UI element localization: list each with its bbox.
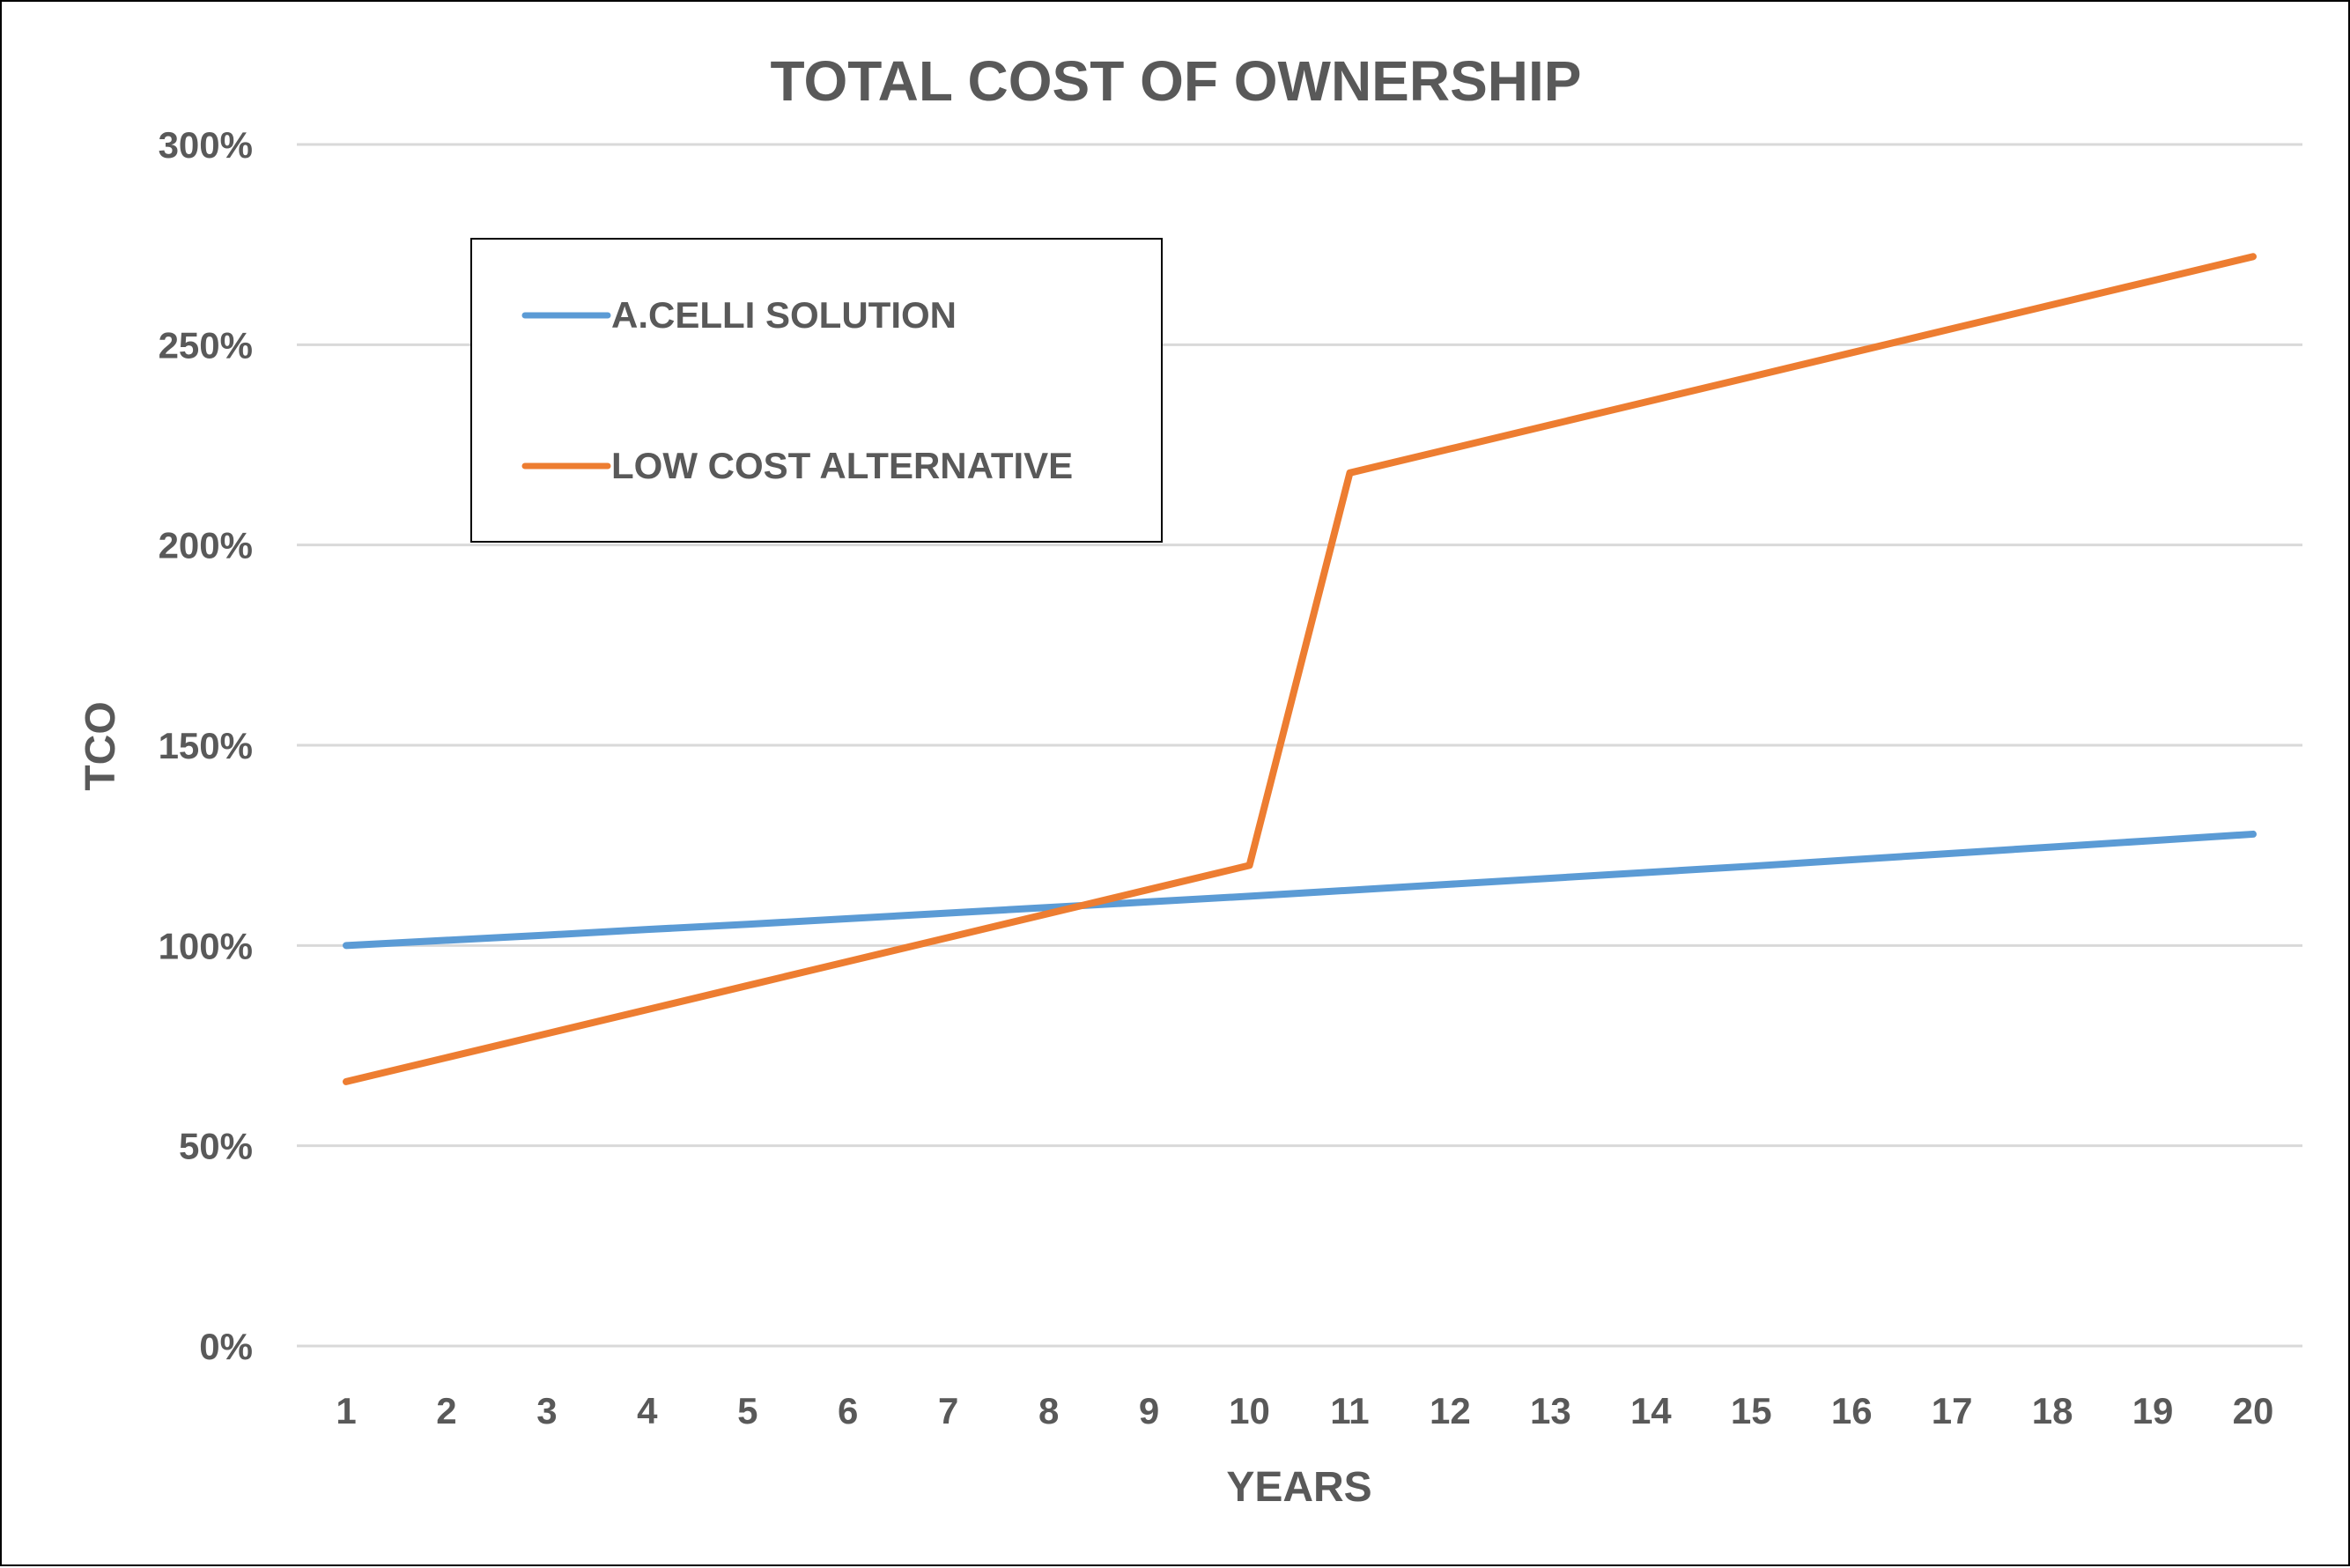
x-tick-label: 17 — [1932, 1390, 1973, 1431]
legend-label-a-celli: A.CELLI SOLUTION — [611, 294, 957, 336]
series-line-0 — [346, 834, 2253, 945]
x-tick-label: 16 — [1831, 1390, 1873, 1431]
x-tick-label: 8 — [1038, 1390, 1059, 1431]
x-tick-label: 12 — [1430, 1390, 1471, 1431]
x-tick-label: 9 — [1139, 1390, 1159, 1431]
legend-box — [471, 239, 1162, 542]
x-tick-label: 4 — [637, 1390, 658, 1431]
y-tick-label: 300% — [159, 124, 253, 166]
x-tick-label: 14 — [1630, 1390, 1672, 1431]
x-tick-label: 11 — [1330, 1390, 1369, 1431]
x-tick-label: 13 — [1530, 1390, 1571, 1431]
x-axis-label: YEARS — [1226, 1464, 1371, 1511]
x-tick-label: 10 — [1229, 1390, 1270, 1431]
x-tick-label: 3 — [536, 1390, 557, 1431]
x-tick-label: 5 — [737, 1390, 757, 1431]
y-axis-label: TCO — [78, 701, 124, 790]
x-tick-label: 6 — [838, 1390, 858, 1431]
y-tick-label: 50% — [179, 1126, 253, 1167]
x-tick-label: 7 — [938, 1390, 958, 1431]
chart-title: TOTAL COST OF OWNERSHIP — [771, 49, 1582, 113]
x-tick-label: 19 — [2132, 1390, 2174, 1431]
y-axis-tick-labels: 0% 50% 100% 150% 200% 250% 300% — [159, 124, 253, 1367]
x-tick-label: 20 — [2233, 1390, 2274, 1431]
x-tick-label: 2 — [436, 1390, 456, 1431]
legend-label-low-cost: LOW COST ALTERNATIVE — [611, 445, 1073, 486]
x-tick-label: 1 — [336, 1390, 356, 1431]
y-tick-label: 0% — [199, 1326, 253, 1367]
y-tick-label: 100% — [159, 925, 253, 966]
x-tick-label: 18 — [2032, 1390, 2073, 1431]
y-tick-label: 250% — [159, 324, 253, 366]
y-tick-label: 200% — [159, 525, 253, 566]
x-tick-label: 15 — [1731, 1390, 1772, 1431]
y-tick-label: 150% — [159, 725, 253, 766]
legend: A.CELLI SOLUTION LOW COST ALTERNATIVE — [471, 239, 1162, 542]
